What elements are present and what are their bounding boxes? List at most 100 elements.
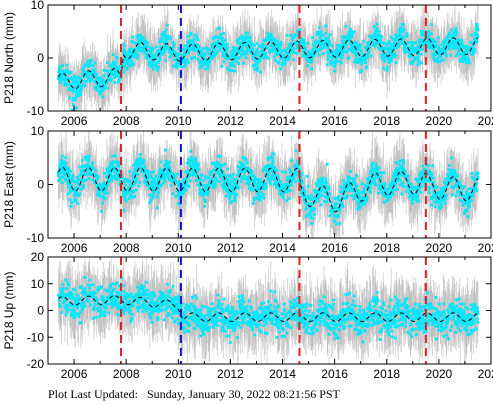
data-point (343, 50, 347, 54)
data-point (393, 174, 397, 177)
data-point (341, 53, 344, 57)
data-point (203, 63, 207, 66)
data-point (419, 52, 423, 56)
data-point (459, 59, 462, 63)
data-point (360, 182, 364, 186)
data-point (399, 39, 403, 43)
data-point (313, 200, 317, 204)
data-point (236, 40, 239, 44)
data-point (245, 50, 249, 54)
data-point (272, 55, 276, 59)
data-point (124, 193, 127, 197)
data-point (347, 48, 351, 51)
data-point (296, 173, 299, 177)
data-point (417, 184, 421, 187)
data-point (430, 196, 433, 200)
data-point (358, 60, 362, 63)
data-point (241, 175, 245, 179)
data-point (234, 53, 237, 57)
data-point (464, 45, 468, 48)
data-point (433, 53, 437, 56)
data-point (98, 78, 102, 81)
data-point (304, 54, 308, 57)
data-point (103, 84, 106, 88)
data-point (140, 166, 144, 170)
data-point (473, 188, 476, 191)
data-point (318, 36, 322, 40)
data-point (148, 187, 151, 191)
data-point (78, 165, 82, 169)
data-point (472, 190, 475, 194)
data-point (400, 164, 404, 168)
data-point (333, 65, 336, 68)
data-point (454, 29, 458, 32)
data-point (186, 175, 190, 179)
data-point (403, 48, 406, 52)
data-point (156, 49, 160, 52)
data-point (72, 186, 75, 190)
data-point (93, 79, 96, 83)
data-point (137, 39, 141, 42)
data-point (347, 31, 351, 34)
data-point (237, 169, 240, 172)
data-point (61, 70, 65, 74)
data-point (152, 56, 156, 59)
data-point (350, 30, 353, 34)
data-point (162, 44, 166, 48)
data-point (342, 196, 346, 200)
data-point (428, 171, 432, 174)
data-point (65, 179, 68, 182)
data-point (122, 180, 126, 184)
data-point (312, 196, 316, 199)
data-point (106, 79, 110, 83)
data-point (316, 199, 320, 203)
data-point (442, 47, 446, 51)
x-tick-label: 2022 (478, 114, 493, 128)
data-point (268, 155, 272, 159)
data-point (335, 222, 338, 226)
data-point (422, 37, 426, 41)
data-point (380, 191, 384, 195)
data-point (347, 56, 351, 60)
data-point (63, 172, 66, 176)
data-point (202, 194, 205, 198)
data-point (428, 36, 432, 40)
data-point (368, 189, 372, 193)
data-point (306, 184, 310, 188)
data-point (160, 37, 163, 41)
data-point (404, 190, 408, 193)
data-point (300, 47, 303, 50)
data-point (117, 78, 121, 82)
data-point (468, 45, 472, 49)
data-point (310, 67, 314, 71)
data-point (334, 59, 338, 62)
data-point (295, 40, 298, 44)
data-point (285, 34, 289, 37)
data-point (446, 176, 450, 180)
data-point (144, 41, 147, 45)
data-point (265, 169, 269, 172)
data-point (301, 40, 305, 44)
data-point (63, 84, 67, 87)
data-point (188, 33, 192, 36)
data-point (407, 40, 410, 44)
data-point (279, 43, 283, 47)
data-point (154, 57, 158, 61)
data-point (132, 171, 136, 175)
data-point (106, 191, 109, 195)
data-point (149, 185, 152, 189)
data-point (346, 35, 350, 39)
data-point (164, 165, 168, 169)
data-point (407, 187, 411, 191)
data-point (171, 41, 175, 44)
data-point (61, 64, 64, 68)
data-point (339, 185, 343, 189)
data-point (97, 175, 100, 179)
data-point (274, 41, 278, 45)
data-point (206, 190, 210, 194)
data-point (173, 51, 177, 54)
data-point (356, 47, 360, 50)
data-point (160, 51, 164, 54)
data-point (85, 158, 88, 161)
data-point (249, 46, 253, 49)
